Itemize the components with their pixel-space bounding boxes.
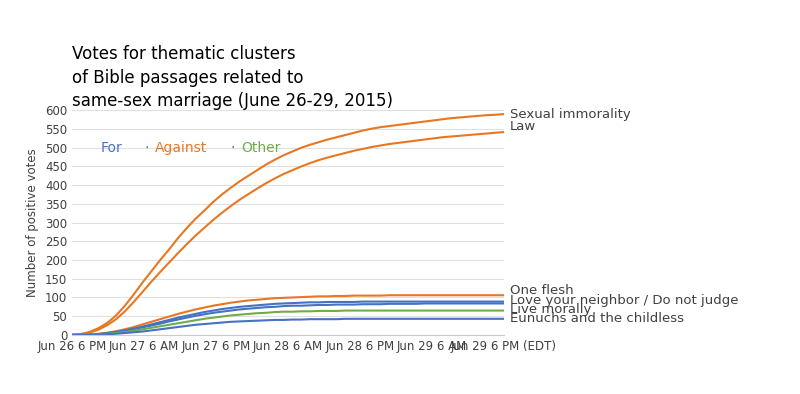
Text: Votes for thematic clusters
of Bible passages related to
same-sex marriage (June: Votes for thematic clusters of Bible pas… (72, 45, 393, 110)
Text: ·: · (144, 141, 148, 155)
Y-axis label: Number of positive votes: Number of positive votes (26, 148, 39, 297)
Text: ·: · (230, 141, 234, 155)
Text: Other: Other (242, 141, 281, 155)
Text: Sexual immorality: Sexual immorality (510, 108, 630, 121)
Text: One flesh: One flesh (510, 284, 574, 297)
Text: Law: Law (510, 119, 536, 132)
Text: Live morally: Live morally (510, 303, 591, 316)
Text: For: For (101, 141, 122, 155)
Text: Love your neighbor / Do not judge: Love your neighbor / Do not judge (510, 294, 738, 307)
Text: Against: Against (155, 141, 207, 155)
Text: Eunuchs and the childless: Eunuchs and the childless (510, 312, 684, 325)
